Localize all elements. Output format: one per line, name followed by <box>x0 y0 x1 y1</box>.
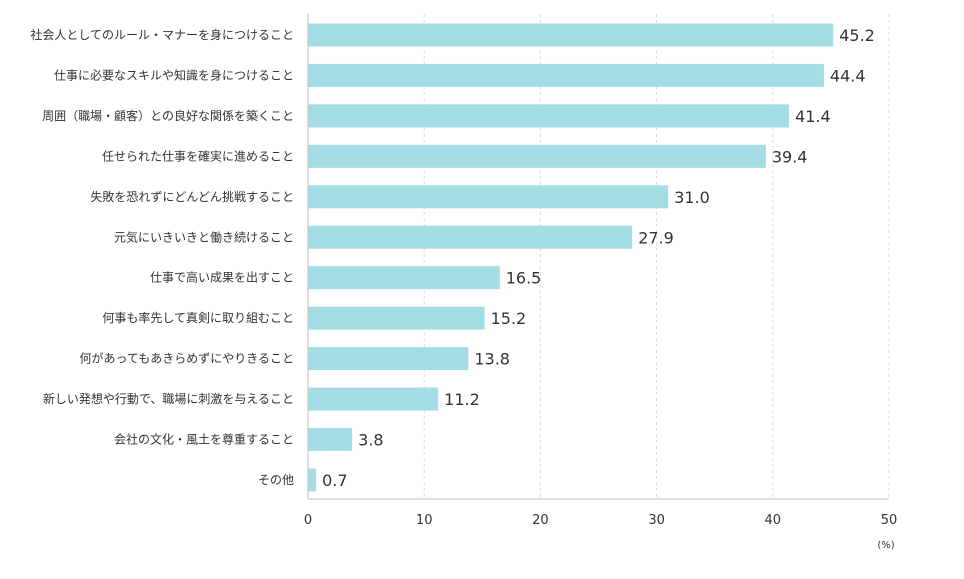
bar <box>308 185 669 209</box>
axes <box>307 14 889 500</box>
category-label: 仕事で高い成果を出すこと <box>150 270 294 285</box>
bar <box>308 387 439 411</box>
x-tick-label: 30 <box>648 513 665 528</box>
category-label: 新しい発想や行動で、職場に刺激を与えること <box>43 391 294 406</box>
category-label: 元気にいきいきと働き続けること <box>114 229 294 244</box>
x-tick-label: 20 <box>532 513 549 528</box>
bar <box>308 144 766 168</box>
x-tick-label: 50 <box>881 513 898 528</box>
grid-lines <box>423 14 890 499</box>
labels: 0 10 20 30 40 50 社会人としてのルール・マナーを身につけること 45.2 仕事に… <box>30 26 897 528</box>
x-tick-label: 40 <box>765 513 782 528</box>
category-label: 会社の文化・風土を尊重すること <box>114 432 294 447</box>
category-label: 何事も率先して真剣に取り組むこと <box>102 310 294 325</box>
unit-label: (%) <box>877 540 894 551</box>
value-label: 45.2 <box>839 26 875 45</box>
value-label: 41.4 <box>795 107 831 126</box>
bar <box>308 104 790 128</box>
x-tick-label: 0 <box>304 513 312 528</box>
x-tick-label: 10 <box>416 513 433 528</box>
bars <box>308 23 834 492</box>
category-label: 周囲（職場・顧客）との良好な関係を築くこと <box>42 108 294 123</box>
category-label: 失敗を恐れずにどんどん挑戦すること <box>90 189 294 204</box>
bar <box>308 63 824 87</box>
category-label: 社会人としてのルール・マナーを身につけること <box>30 27 294 42</box>
bar <box>308 266 500 290</box>
value-label: 15.2 <box>491 309 527 328</box>
value-label: 3.8 <box>358 431 383 450</box>
category-label: その他 <box>258 473 294 487</box>
category-label: 任せられた仕事を確実に進めること <box>102 148 294 163</box>
value-label: 13.8 <box>474 350 510 369</box>
value-label: 27.9 <box>638 228 674 247</box>
bar <box>308 306 485 330</box>
bar <box>308 23 834 47</box>
bar <box>308 468 317 492</box>
value-label: 0.7 <box>322 471 347 490</box>
category-label: 仕事に必要なスキルや知識を身につけること <box>54 67 294 82</box>
bar <box>308 225 633 249</box>
value-label: 31.0 <box>674 188 710 207</box>
value-label: 11.2 <box>444 390 480 409</box>
bar <box>308 428 353 451</box>
value-label: 44.4 <box>830 66 866 85</box>
category-label: 何があってもあきらめずにやりきること <box>79 351 294 366</box>
value-label: 39.4 <box>772 147 808 166</box>
value-label: 16.5 <box>506 269 542 288</box>
bar <box>308 347 469 371</box>
